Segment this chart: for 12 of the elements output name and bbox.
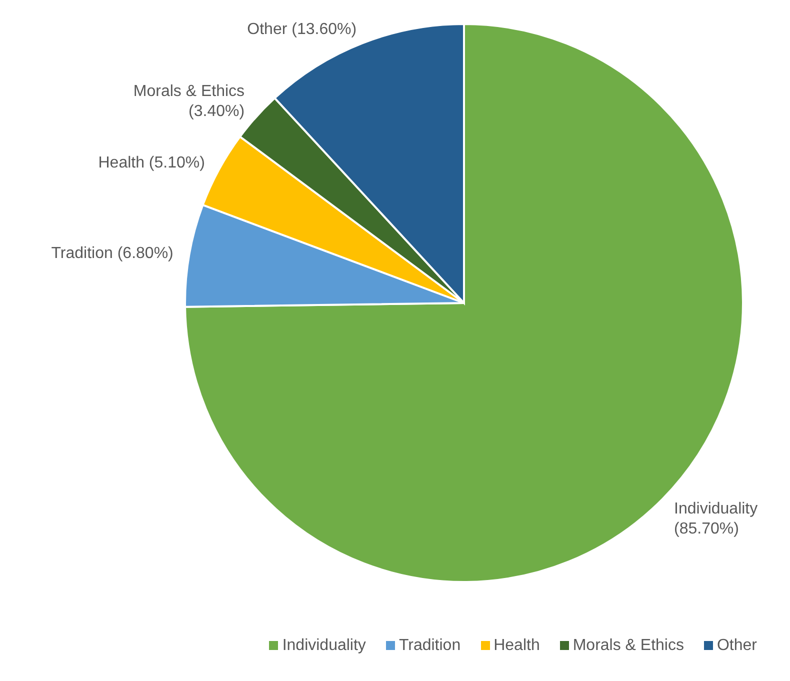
category-label: Other (13.60%) [247,20,357,38]
legend-label: Tradition [398,637,461,654]
data-label: (3.40%) [188,103,245,120]
legend-label: Individuality [282,637,366,654]
legend-label: Health [494,637,540,654]
slice-label: Morals & Ethics [133,83,245,100]
category-label: Tradition (6.80%) [51,244,174,262]
category-label: Health (5.10%) [98,154,205,172]
legend-label: Other [716,637,757,654]
legend-label: Morals & Ethics [572,637,684,654]
slice-label: Individuality [674,500,758,518]
data-label: (85.70%) [674,520,739,538]
